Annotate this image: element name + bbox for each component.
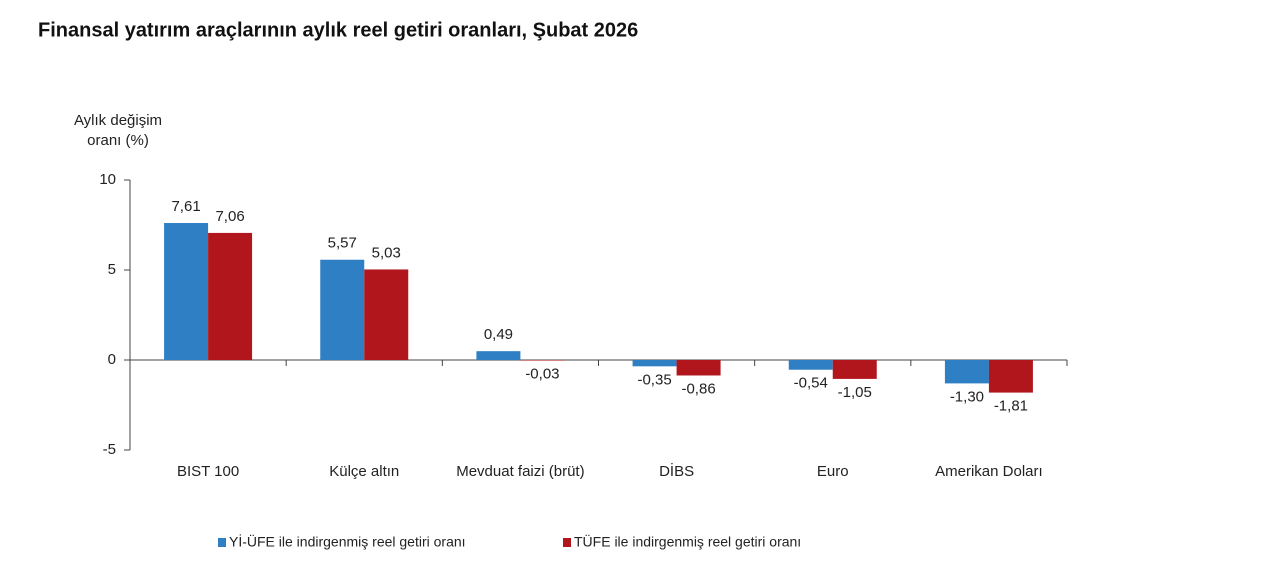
bar (676, 360, 721, 376)
x-tick-label: Mevduat faizi (brüt) (456, 463, 584, 480)
value-label: -0,86 (681, 380, 715, 397)
bar (988, 360, 1033, 393)
value-label: 7,06 (215, 208, 244, 225)
x-tick-label: DİBS (659, 462, 694, 480)
x-tick-label: BIST 100 (177, 463, 239, 480)
value-label: -1,81 (994, 398, 1028, 415)
value-label: -0,54 (794, 375, 828, 392)
value-label: 0,49 (484, 326, 513, 343)
bar (944, 360, 989, 384)
bar (632, 360, 677, 367)
bar (164, 223, 209, 360)
chart-title: Finansal yatırım araçlarının aylık reel … (38, 19, 638, 41)
value-label: -0,35 (637, 371, 671, 388)
bar (520, 360, 565, 361)
bar (364, 269, 409, 360)
bar (788, 360, 833, 370)
legend-label: Yİ-ÜFE ile indirgenmiş reel getiri oranı (229, 533, 466, 550)
value-label: -0,03 (525, 366, 559, 383)
y-tick-label: 0 (108, 351, 116, 368)
y-axis-label: oranı (%) (87, 132, 149, 149)
value-label: -1,30 (950, 388, 984, 405)
bar (208, 232, 253, 360)
legend-swatch (563, 538, 571, 547)
legend-swatch (218, 538, 226, 547)
value-label: -1,05 (838, 384, 872, 401)
value-label: 7,61 (171, 198, 200, 215)
y-tick-label: -5 (103, 441, 116, 458)
x-tick-label: Amerikan Doları (935, 463, 1043, 480)
y-axis-label: Aylık değişim (74, 112, 162, 129)
bar (476, 351, 521, 360)
y-tick-label: 10 (99, 171, 116, 188)
legend-label: TÜFE ile indirgenmiş reel getiri oranı (574, 533, 801, 550)
x-tick-label: Euro (817, 463, 849, 480)
x-tick-label: Külçe altın (329, 463, 399, 480)
value-label: 5,57 (328, 235, 357, 252)
value-label: 5,03 (372, 244, 401, 261)
bar (320, 259, 365, 360)
y-tick-label: 5 (108, 261, 116, 278)
bar (832, 360, 877, 379)
